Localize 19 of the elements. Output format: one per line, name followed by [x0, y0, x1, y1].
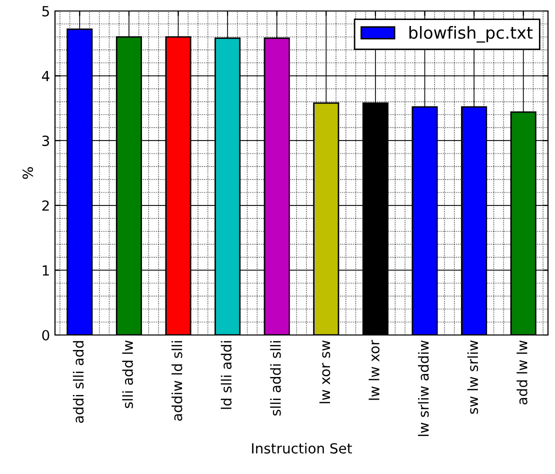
y-tick-label: 2: [42, 200, 49, 211]
x-tick-label: addiw ld slli: [172, 341, 182, 421]
y-tick-label: 3: [42, 136, 50, 146]
x-tick-label: add lw lw: [516, 340, 528, 404]
x-tick-label: slli add lw: [122, 340, 133, 408]
legend-label: blowfish_pc.txt: [409, 26, 533, 43]
x-tick-label: slli addi slli: [270, 341, 281, 416]
x-axis-title: Instruction Set: [252, 442, 352, 454]
x-tick-label: lw lw xor: [368, 340, 380, 400]
y-tick-label: 1: [42, 265, 49, 276]
x-tick-label: ld slli addi: [220, 341, 232, 409]
x-tick-label: sw lw srliw: [467, 340, 478, 414]
x-tick-label: addi slli add: [72, 341, 84, 423]
x-tick-label: lw xor sw: [319, 340, 330, 404]
y-tick-label: 4: [42, 70, 50, 82]
y-tick-label: 0: [42, 330, 50, 340]
y-tick-label: 5: [42, 6, 49, 16]
y-axis-title: %: [22, 167, 34, 179]
x-tick-label: lw srliw addiw: [418, 340, 429, 436]
